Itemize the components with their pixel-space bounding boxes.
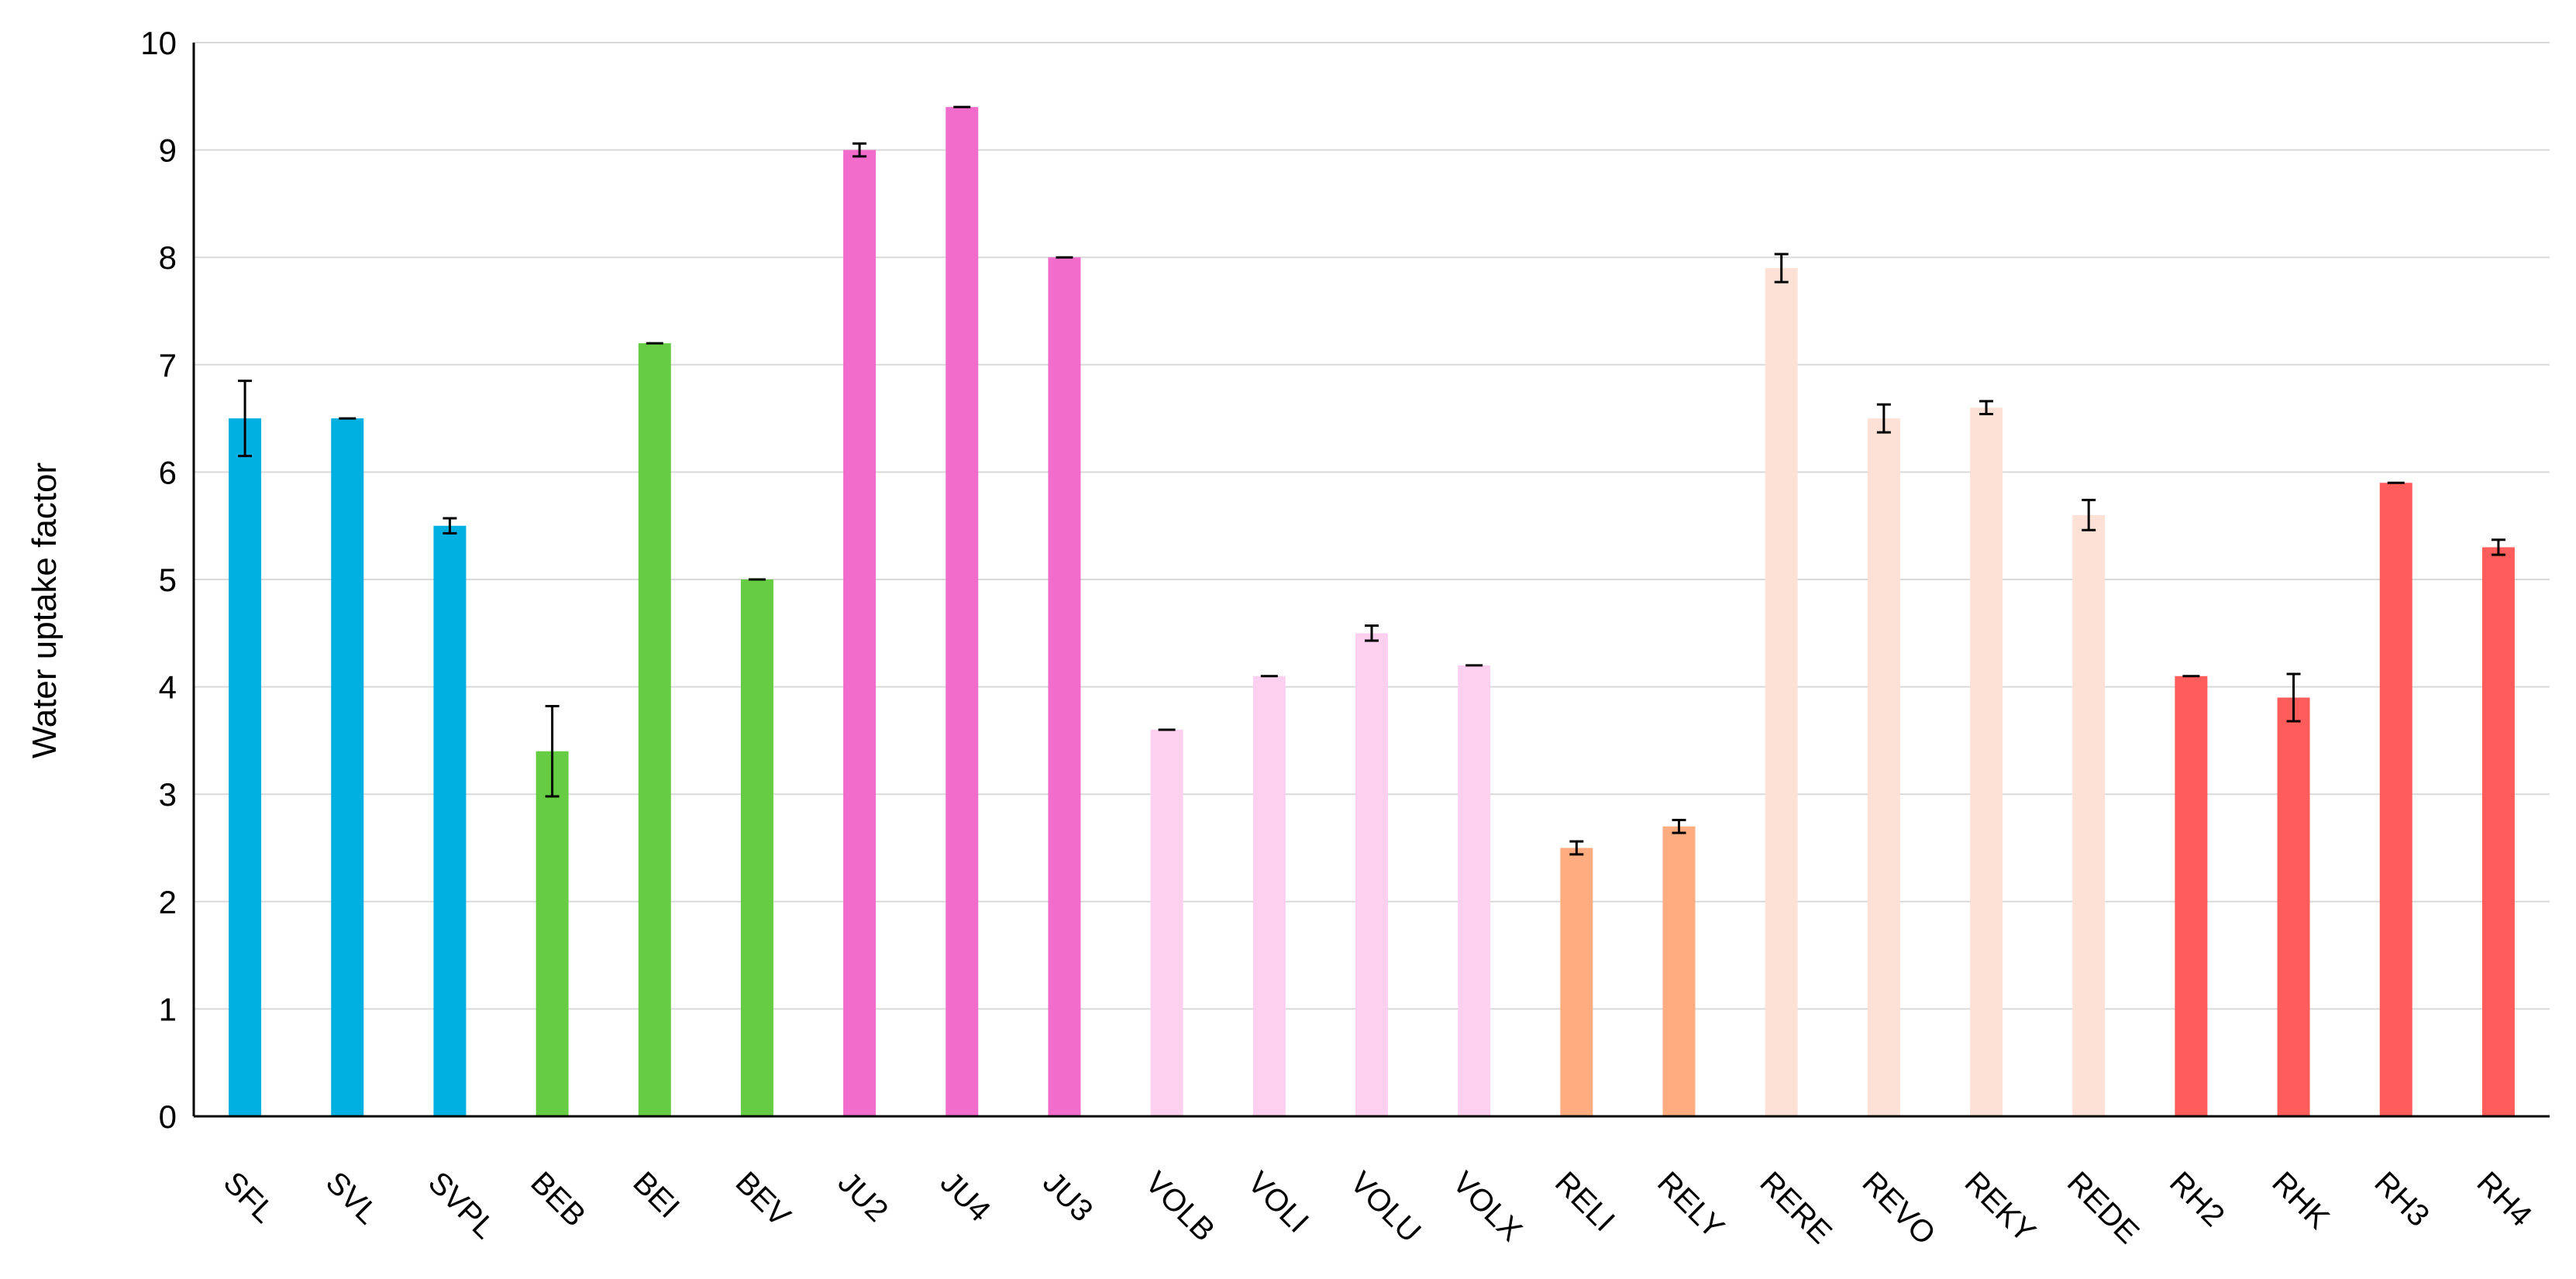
gridlines (194, 42, 2550, 1010)
error-bar-ju2 (852, 142, 867, 158)
bar-svpl (433, 525, 467, 1116)
x-tick-label: JU3 (1036, 1165, 1099, 1228)
x-tick-label: RHK (2265, 1165, 2336, 1236)
x-tick-label: SVL (319, 1165, 385, 1231)
bar-rere (1765, 268, 1798, 1116)
bar-bei (638, 343, 671, 1117)
x-tick-label: RERE (1753, 1165, 1838, 1250)
bar-reky (1970, 407, 2003, 1116)
error-bar-revo (1876, 403, 1891, 434)
y-tick-label: 5 (159, 562, 177, 598)
bar-ju4 (945, 107, 979, 1116)
x-tick-label: RELI (1548, 1165, 1621, 1238)
bar-rhk (2277, 697, 2310, 1116)
x-tick-labels: SFL SVL SVPL BEB BEI BEV JU2 JU4 JU3 VOLB VOLI VOLU… (217, 1165, 2539, 1251)
bar-rh3 (2379, 483, 2412, 1116)
bar-volx (1458, 665, 1491, 1116)
y-tick-label: 6 (159, 454, 177, 490)
bar-beb (536, 751, 569, 1116)
bar-revo (1867, 418, 1900, 1116)
bar-volu (1355, 633, 1388, 1116)
y-tick-label: 9 (159, 132, 177, 169)
error-bar-reky (1979, 400, 1994, 416)
bar-sfl (229, 418, 262, 1116)
bar-rh2 (2175, 676, 2208, 1116)
error-bar-rh4 (2491, 538, 2505, 556)
y-tick-label: 8 (159, 239, 177, 276)
bars (229, 107, 2515, 1117)
y-axis-title: Water uptake factor (26, 462, 64, 758)
error-bar-rede (2082, 498, 2096, 531)
bar-rely (1662, 826, 1696, 1116)
error-bar-rely (1672, 818, 1686, 834)
bar-rede (2072, 514, 2106, 1116)
error-bar-rhk (2286, 672, 2301, 723)
x-tick-label: VOLB (1138, 1165, 1221, 1248)
y-tick-label: 7 (159, 347, 177, 383)
x-tick-label: BEV (729, 1165, 797, 1233)
bar-reli (1560, 848, 1593, 1116)
error-bar-svpl (443, 517, 457, 535)
bar-svl (331, 418, 364, 1116)
bar-rh4 (2481, 547, 2515, 1116)
y-tick-labels: 0 1 2 3 4 5 6 7 8 9 10 (140, 25, 177, 1135)
error-bar-beb (545, 705, 560, 798)
axes (192, 43, 2550, 1118)
x-tick-label: JU2 (832, 1165, 894, 1228)
x-tick-label: SVPL (422, 1165, 501, 1245)
bar-volb (1150, 730, 1183, 1116)
y-tick-label: 4 (159, 669, 177, 706)
error-bars (238, 105, 2505, 856)
x-tick-label: REDE (2061, 1165, 2146, 1250)
x-tick-label: VOLU (1344, 1165, 1427, 1249)
bar-ju2 (843, 150, 876, 1117)
error-bar-volu (1365, 624, 1379, 642)
y-tick-label: 3 (159, 776, 177, 813)
x-tick-label: RELY (1651, 1165, 1731, 1245)
y-tick-label: 2 (159, 884, 177, 920)
y-tick-label: 0 (159, 1098, 177, 1135)
x-tick-label: REVO (1856, 1165, 1942, 1251)
bar-ju3 (1048, 257, 1081, 1117)
bar-bev (740, 579, 773, 1116)
x-tick-label: BEB (524, 1165, 592, 1233)
x-tick-label: BEI (626, 1165, 686, 1225)
error-bar-reli (1569, 840, 1584, 856)
error-bar-rere (1774, 253, 1789, 284)
y-tick-label: 1 (159, 991, 177, 1027)
x-tick-label: SFL (217, 1165, 281, 1229)
x-tick-label: REKY (1958, 1165, 2042, 1249)
bar-voli (1252, 676, 1286, 1116)
x-tick-label: VOLX (1446, 1165, 1529, 1248)
x-tick-label: RH3 (2368, 1165, 2436, 1233)
error-bar-sfl (238, 380, 253, 458)
x-tick-label: VOLI (1241, 1165, 1315, 1239)
x-tick-label: RH4 (2471, 1165, 2539, 1233)
y-tick-label: 10 (140, 25, 177, 61)
x-tick-label: JU4 (934, 1165, 997, 1228)
x-tick-label: RH2 (2163, 1165, 2231, 1233)
